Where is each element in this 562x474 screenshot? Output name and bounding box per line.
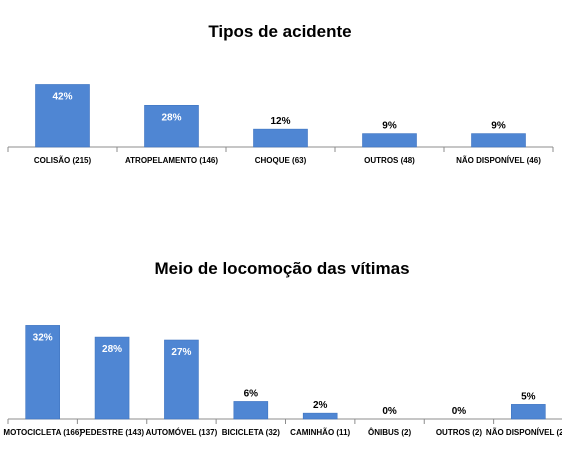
category-label: ÔNIBUS (2): [368, 428, 411, 437]
bar-value-label: 5%: [521, 391, 536, 402]
category-label: CAMINHÃO (11): [290, 428, 350, 437]
category-label: CHOQUE (63): [255, 156, 307, 165]
bar-value-label: 0%: [452, 406, 467, 417]
bar: [233, 401, 269, 420]
category-label: COLISÃO (215): [34, 156, 92, 165]
chart-title: Tipos de acidente: [208, 22, 351, 41]
category-label: ATROPELAMENTO (146): [125, 156, 218, 165]
category-label: OUTROS (2): [436, 428, 483, 437]
category-label: NÃO DISPONÍVEL (46): [456, 156, 541, 165]
bar-value-label: 0%: [382, 406, 397, 417]
bar-value-label: 28%: [102, 344, 122, 355]
bar-value-label: 42%: [52, 91, 72, 102]
bar: [302, 412, 338, 420]
bar: [164, 339, 199, 420]
category-label: PEDESTRE (143): [80, 428, 144, 437]
bar: [25, 325, 60, 420]
bar: [144, 105, 199, 148]
bar: [253, 128, 308, 148]
bar-value-label: 6%: [244, 388, 259, 399]
bar-value-label: 27%: [171, 347, 191, 358]
category-label: BICICLETA (32): [222, 428, 281, 437]
bar-value-label: 12%: [270, 116, 290, 127]
bar-value-label: 28%: [161, 112, 181, 123]
bar-value-label: 32%: [33, 332, 53, 343]
bar: [362, 133, 417, 148]
bar: [471, 133, 526, 148]
bar: [511, 404, 546, 420]
category-label: NÃO DISPONÍVEL (25): [486, 428, 562, 437]
bar: [94, 336, 130, 420]
bar: [35, 84, 90, 148]
category-label: AUTOMÓVEL (137): [146, 428, 218, 437]
bar-value-label: 2%: [313, 400, 328, 411]
bar-value-label: 9%: [491, 121, 506, 132]
bar-value-label: 9%: [382, 121, 397, 132]
category-label: MOTOCICLETA (166): [3, 428, 82, 437]
category-label: OUTROS (48): [364, 156, 415, 165]
chart-title: Meio de locomoção das vítimas: [154, 259, 409, 278]
